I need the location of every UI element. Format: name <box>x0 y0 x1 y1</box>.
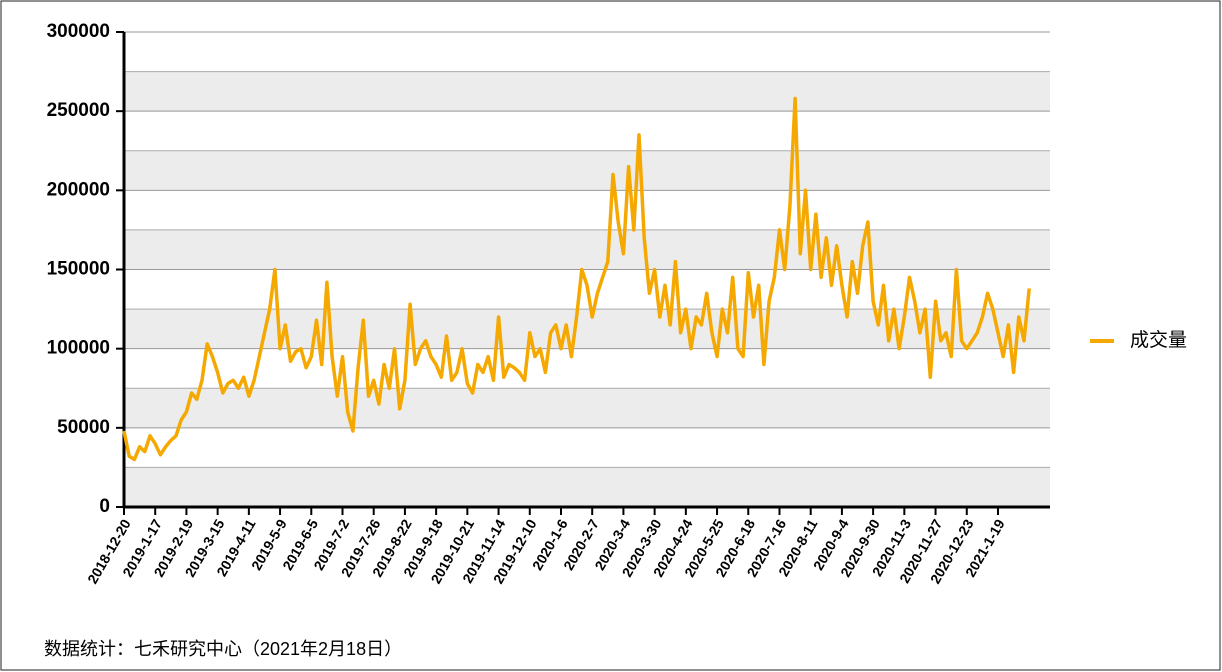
band <box>124 467 1050 507</box>
band <box>124 71 1050 112</box>
band <box>124 229 1050 270</box>
y-tick-label: 250000 <box>47 100 110 121</box>
band <box>124 150 1050 191</box>
band <box>124 388 1050 428</box>
source-note: 数据统计：七禾研究中心（2021年2月18日） <box>44 639 402 659</box>
y-tick-label: 150000 <box>47 259 110 280</box>
legend-label: 成交量 <box>1130 329 1187 351</box>
y-tick-label: 0 <box>99 496 110 517</box>
y-tick-label: 300000 <box>47 21 110 42</box>
y-tick-label: 50000 <box>57 417 110 438</box>
y-tick-label: 100000 <box>47 338 110 359</box>
line-series <box>122 96 1031 462</box>
y-tick-label: 200000 <box>47 179 110 200</box>
